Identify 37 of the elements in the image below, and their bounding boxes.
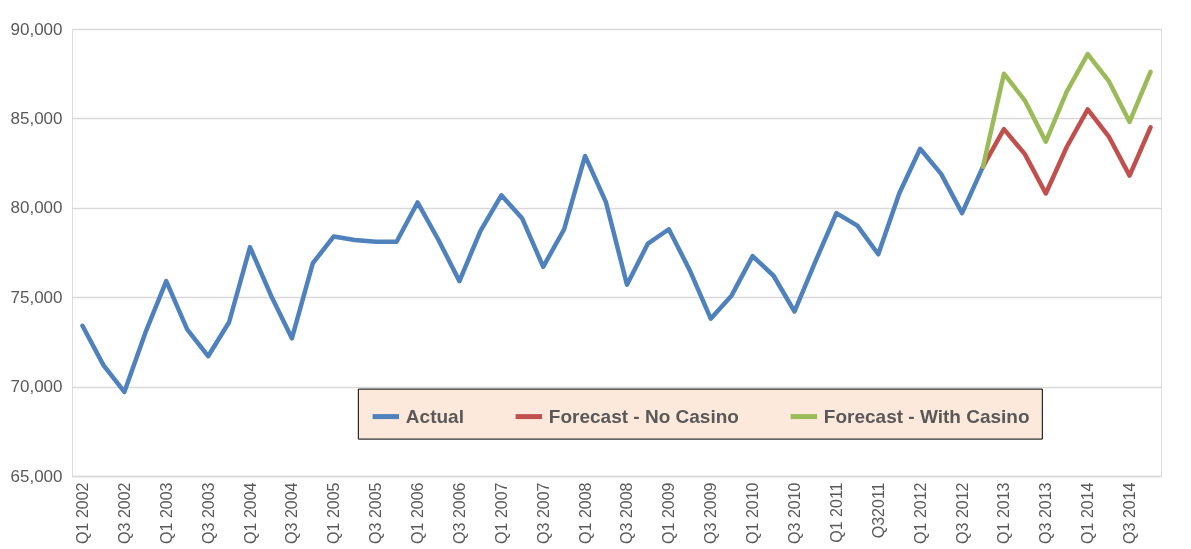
x-tick-label: Q3 2006: [450, 482, 468, 544]
legend-label: Forecast - No Casino: [548, 405, 739, 427]
legend-label: Actual: [405, 405, 464, 427]
line-series: [80, 146, 986, 395]
x-tick-label: Q3 2010: [786, 482, 804, 544]
y-tick-label: 70,000: [10, 377, 63, 397]
y-tick-label: 90,000: [10, 19, 63, 39]
y-tick-label: 85,000: [10, 108, 63, 128]
x-tick-label: Q3 2008: [618, 482, 636, 544]
x-tick-label: Q3 2007: [534, 482, 552, 544]
line-series: [980, 51, 1153, 169]
x-tick-label: Q3 2009: [702, 482, 720, 544]
x-tick-label: Q1 2004: [241, 482, 259, 544]
x-tick-label: Q1 2009: [660, 482, 678, 544]
x-tick-label: Q3 2013: [1037, 482, 1055, 544]
x-tick-label: Q1 2008: [576, 482, 594, 544]
x-tick-label: Q3 2005: [367, 482, 385, 544]
y-tick-label: 80,000: [10, 198, 63, 218]
x-tick-label: Q3 2004: [283, 482, 301, 544]
x-tick-label: Q1 2003: [157, 482, 175, 544]
x-tick-label: Q1 2010: [744, 482, 762, 544]
x-tick-label: Q1 2007: [492, 482, 510, 544]
x-tick-label: Q1 2002: [73, 482, 91, 544]
x-tick-label: Q1 2005: [325, 482, 343, 544]
x-tick-label: Q1 2013: [995, 482, 1013, 544]
x-tick-label: Q1 2011: [827, 482, 845, 543]
x-tick-label: Q3 2002: [115, 482, 133, 544]
x-tick-label: Q1 2006: [409, 482, 427, 544]
x-tick-label: Q1 2014: [1079, 482, 1097, 544]
x-tick-label: Q3 2012: [953, 482, 971, 544]
legend-label: Forecast - With Casino: [823, 405, 1030, 427]
x-tick-label: Q32011: [869, 482, 887, 539]
y-tick-label: 65,000: [10, 466, 63, 486]
y-tick-label: 75,000: [10, 287, 63, 307]
x-tick-label: Q1 2012: [911, 482, 929, 544]
x-tick-label: Q3 2003: [199, 482, 217, 544]
x-tick-label: Q3 2014: [1121, 482, 1139, 544]
